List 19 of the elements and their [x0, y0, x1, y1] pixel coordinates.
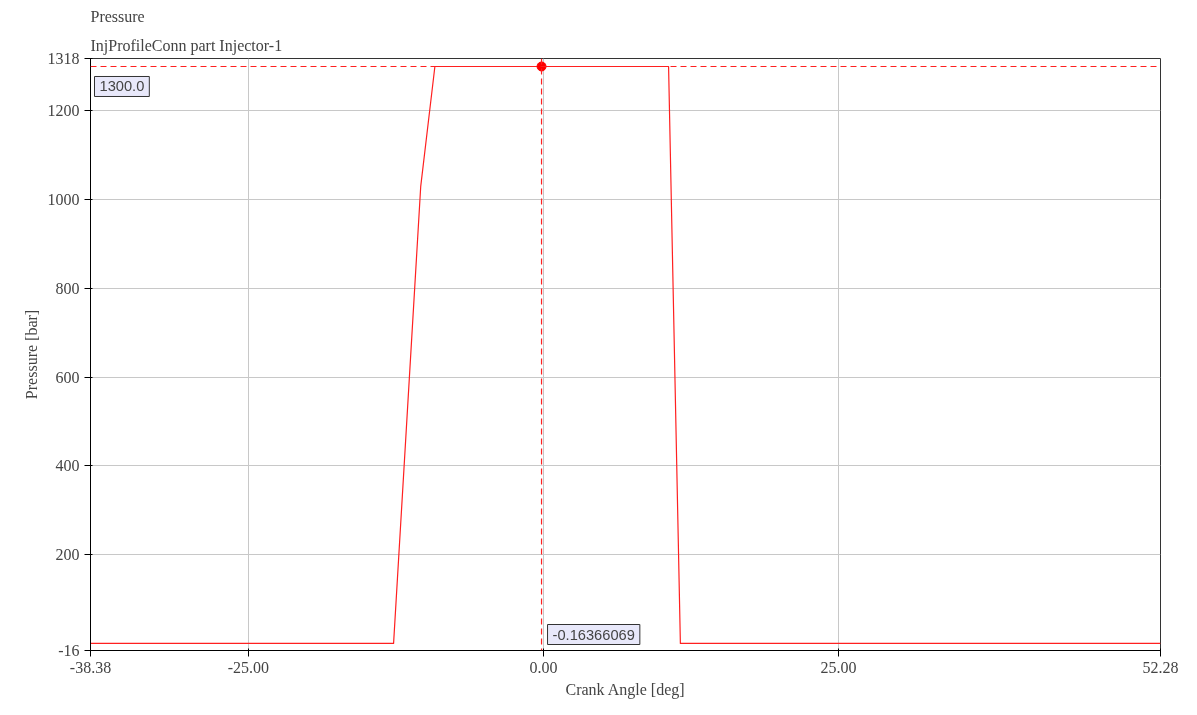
y-tick-label: 1000 — [47, 191, 80, 209]
y-tick-label: -16 — [58, 642, 80, 659]
y-tick-label: 800 — [55, 279, 80, 297]
y-tick-label: 400 — [55, 457, 80, 475]
y-tick-label: 200 — [55, 546, 80, 564]
x-tick-label: -38.38 — [69, 658, 112, 676]
ref-line-label: 1300.0 — [99, 78, 145, 95]
x-axis-title: Crank Angle [deg] — [565, 680, 685, 699]
chart-title: Pressure — [90, 7, 145, 25]
y-tick-label: 600 — [55, 368, 80, 386]
ref-line-label: -0.16366069 — [552, 626, 635, 643]
x-tick-label: -25.00 — [227, 658, 270, 676]
x-tick-label: 0.00 — [529, 658, 558, 676]
x-tick-label: 52.28 — [1142, 658, 1179, 676]
chart-subtitle: InjProfileConn part Injector-1 — [90, 36, 283, 55]
y-axis-title: Pressure [bar] — [22, 309, 40, 400]
y-tick-label: 1318 — [47, 50, 80, 67]
y-tick-label: 1200 — [47, 102, 80, 120]
x-tick-label: 25.00 — [820, 658, 857, 676]
